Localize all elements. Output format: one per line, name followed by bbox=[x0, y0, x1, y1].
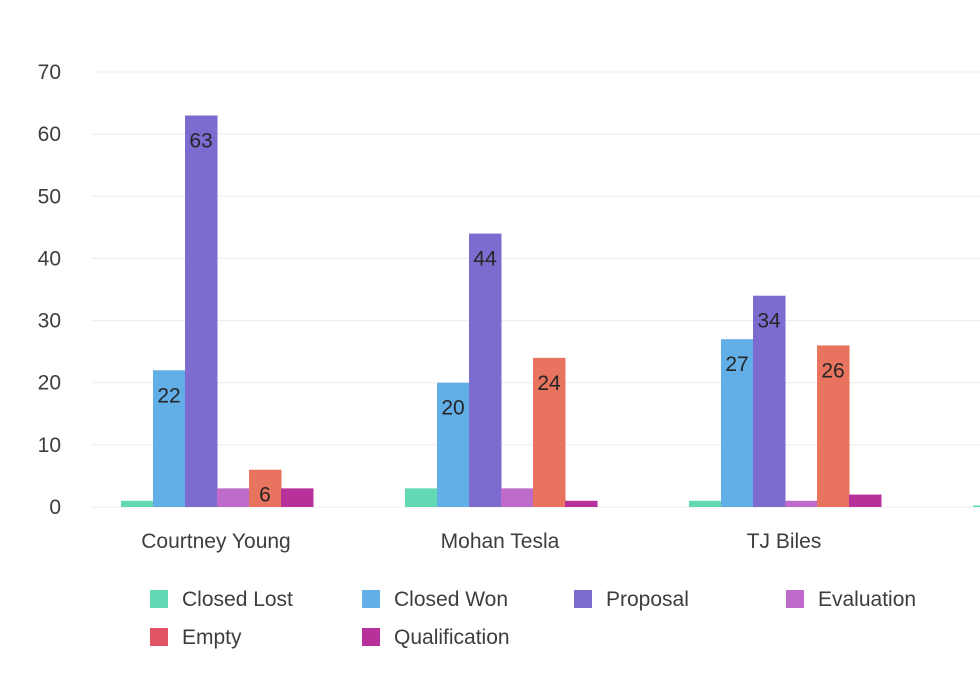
legend-label: Closed Won bbox=[394, 588, 508, 611]
bar[interactable] bbox=[121, 500, 154, 507]
y-tick-label: 70 bbox=[38, 61, 61, 84]
data-label: 34 bbox=[757, 310, 781, 333]
y-tick-label: 60 bbox=[38, 123, 61, 146]
legend-item[interactable]: Closed Won bbox=[362, 588, 508, 611]
legend-item[interactable]: Empty bbox=[150, 626, 242, 649]
bar[interactable] bbox=[785, 500, 818, 507]
legend-item[interactable]: Evaluation bbox=[786, 588, 916, 611]
bar[interactable] bbox=[849, 494, 882, 507]
x-tick-label: Mohan Tesla bbox=[441, 530, 560, 553]
bar[interactable] bbox=[469, 233, 502, 508]
legend-label: Evaluation bbox=[818, 588, 916, 611]
data-label: 26 bbox=[821, 359, 844, 382]
data-label: 27 bbox=[725, 353, 748, 376]
y-axis: 0 10 20 30 40 50 60 70 bbox=[38, 61, 61, 519]
bar[interactable] bbox=[281, 488, 314, 507]
y-tick-label: 20 bbox=[38, 372, 61, 395]
x-axis: Courtney Young Mohan Tesla TJ Biles bbox=[141, 530, 821, 553]
bar[interactable] bbox=[817, 345, 850, 507]
bar[interactable] bbox=[533, 357, 566, 507]
data-label: 20 bbox=[441, 397, 464, 420]
bar[interactable] bbox=[249, 469, 282, 507]
bar[interactable] bbox=[565, 500, 598, 507]
legend-label: Empty bbox=[182, 626, 242, 649]
bars bbox=[121, 115, 980, 508]
data-label: 22 bbox=[157, 384, 180, 407]
legend-swatch bbox=[574, 590, 592, 608]
y-tick-label: 40 bbox=[38, 247, 61, 270]
legend-label: Qualification bbox=[394, 626, 510, 649]
y-tick-label: 30 bbox=[38, 310, 61, 333]
bar[interactable] bbox=[753, 295, 786, 507]
bar[interactable] bbox=[153, 370, 186, 507]
legend-label: Proposal bbox=[606, 588, 689, 611]
legend-label: Closed Lost bbox=[182, 588, 293, 611]
legend-swatch bbox=[150, 590, 168, 608]
x-tick-label: Courtney Young bbox=[141, 530, 290, 553]
bar[interactable] bbox=[973, 505, 980, 508]
legend-item[interactable]: Closed Lost bbox=[150, 588, 293, 611]
data-label: 24 bbox=[537, 372, 561, 395]
legend[interactable]: Closed Lost Closed Won Proposal Evaluation E… bbox=[150, 588, 916, 649]
y-tick-label: 0 bbox=[49, 496, 61, 519]
bar[interactable] bbox=[501, 488, 534, 507]
legend-swatch bbox=[362, 590, 380, 608]
bar[interactable] bbox=[437, 382, 470, 507]
x-tick-label: TJ Biles bbox=[747, 530, 822, 553]
legend-swatch bbox=[150, 628, 168, 646]
data-label: 44 bbox=[473, 248, 497, 271]
bar[interactable] bbox=[689, 500, 722, 507]
y-tick-label: 10 bbox=[38, 434, 61, 457]
bar[interactable] bbox=[217, 488, 250, 507]
legend-swatch bbox=[786, 590, 804, 608]
bar[interactable] bbox=[405, 488, 438, 507]
y-tick-label: 50 bbox=[38, 185, 61, 208]
legend-item[interactable]: Proposal bbox=[574, 588, 689, 611]
legend-swatch bbox=[362, 628, 380, 646]
bar[interactable] bbox=[721, 339, 754, 507]
bar[interactable] bbox=[185, 115, 218, 508]
legend-item[interactable]: Qualification bbox=[362, 626, 510, 649]
data-label: 6 bbox=[259, 484, 271, 507]
data-label: 63 bbox=[189, 130, 212, 153]
data-labels: 22 63 6 20 44 24 27 34 26 bbox=[157, 130, 844, 507]
